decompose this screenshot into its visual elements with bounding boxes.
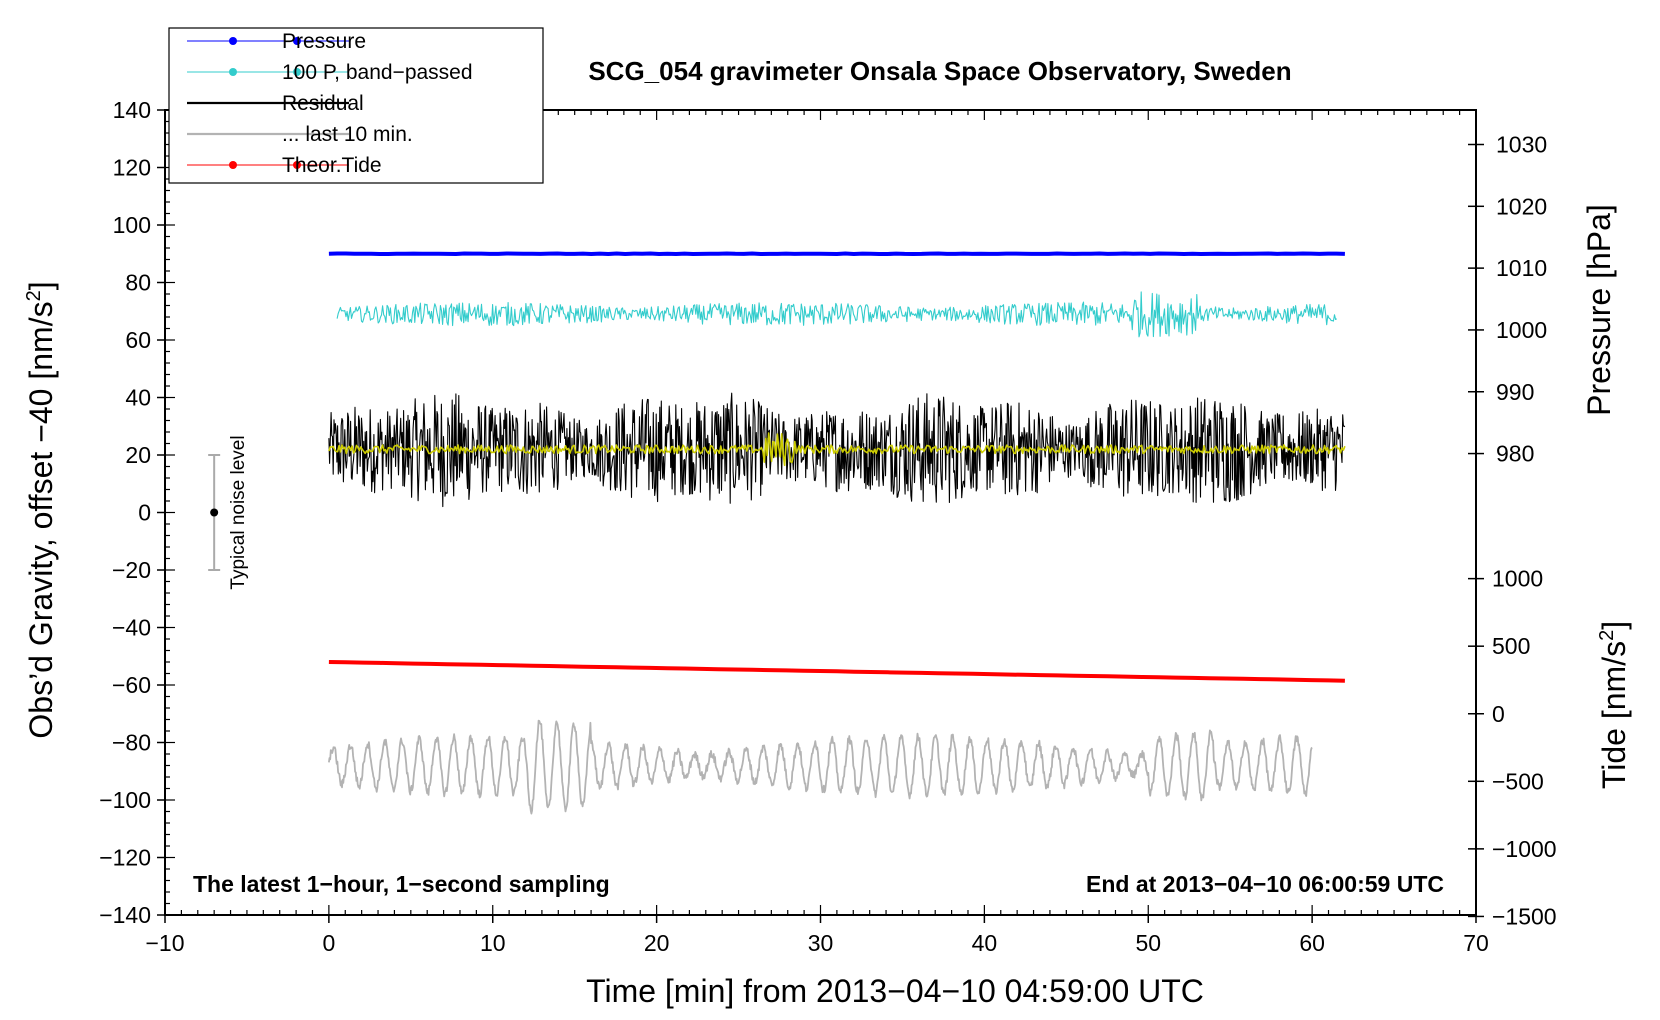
series-pressure-bandpassed [336,291,1338,338]
series-residual [328,392,1346,508]
tide-tick-label: 0 [1492,701,1505,727]
x-tick-label: 70 [1463,930,1489,956]
y-tick-label-left: −100 [99,787,151,813]
legend-marker [229,68,237,76]
legend-marker [229,161,237,169]
y-axis-title-left: Obs’d Gravity, offset −40 [nm/s2] [23,281,59,738]
y-axis-title-left-sup: 2 [23,290,45,301]
chart-title: SCG_054 gravimeter Onsala Space Observat… [588,56,1291,86]
x-tick-label: 30 [808,930,834,956]
tide-tick-label: −1500 [1492,903,1557,929]
y-axis-title-left-main: Obs’d Gravity, offset −40 [nm/s [23,301,59,738]
y-tick-label-left: 20 [125,442,151,468]
y-axis-title-left-end: ] [23,281,59,290]
series-pressure [328,251,1345,256]
pressure-tick-label: 1010 [1496,255,1547,281]
legend-label: Residual [282,92,364,115]
legend-marker [293,68,301,76]
x-tick-label: 50 [1135,930,1161,956]
x-tick-label: 40 [972,930,998,956]
legend-marker [229,37,237,45]
legend-label: Pressure [282,30,366,53]
y-axis-title-tide: Tide [nm/s2] [1596,621,1632,789]
y-axis-title-tide-end: ] [1596,621,1632,630]
y-tick-label-left: 100 [113,212,151,238]
y-tick-label-left: 80 [125,270,151,296]
pressure-tick-label: 980 [1496,441,1534,467]
noise-level-indicator [208,454,221,571]
legend-label: 100 P, band−passed [282,61,473,84]
note-end-time: End at 2013−04−10 06:00:59 UTC [1086,871,1444,897]
pressure-tick-label: 990 [1496,379,1534,405]
y-tick-label-left: −80 [112,730,151,756]
series-last-10-min [328,719,1313,815]
y-axis-title-tide-sup: 2 [1596,630,1618,641]
y-tick-label-left: −140 [99,902,151,928]
x-tick-label: 60 [1299,930,1325,956]
tide-tick-label: −1000 [1492,836,1557,862]
x-tick-label: 10 [480,930,506,956]
tide-tick-label: 1000 [1492,566,1543,592]
note-sampling: The latest 1−hour, 1−second sampling [193,871,610,897]
y-tick-label-left: −40 [112,615,151,641]
y-tick-label-left: −120 [99,845,151,871]
legend-label: Theor.Tide [282,154,382,177]
pressure-tick-label: 1000 [1496,317,1547,343]
y-tick-label-left: 0 [138,500,151,526]
series-residual-smoothed [328,432,1346,467]
y-tick-label-left: 140 [113,97,151,123]
series-theor-tide [328,660,1345,683]
y-tick-label-left: −20 [112,557,151,583]
legend-marker [293,161,301,169]
noise-level-label: Typical noise level [228,435,249,589]
y-axis-title-tide-main: Tide [nm/s [1596,641,1632,789]
legend: Pressure 100 P, band−passed Residual ... la… [168,27,544,184]
tide-tick-label: −500 [1492,768,1544,794]
pressure-tick-label: 1030 [1496,132,1547,158]
axes-layer: −10 0 10 20 30 40 50 60 70140120100806040200−20−… [99,97,1556,956]
legend-box [168,27,544,184]
legend-marker [293,37,301,45]
legend-label: ... last 10 min. [282,123,413,146]
tide-tick-label: 500 [1492,633,1530,659]
x-tick-label: 0 [322,930,335,956]
y-tick-label-left: −60 [112,672,151,698]
pressure-tick-label: 1020 [1496,193,1547,219]
y-tick-label-left: 40 [125,385,151,411]
y-tick-label-left: 120 [113,155,151,181]
x-axis-title: Time [min] from 2013−04−10 04:59:00 UTC [586,973,1204,1009]
y-axis-title-pressure: Pressure [hPa] [1581,204,1617,416]
noise-bar-center [210,508,219,517]
x-tick-label: 20 [644,930,670,956]
plot-frame [164,109,1477,916]
series-layer [328,251,1346,815]
y-tick-label-left: 60 [125,327,151,353]
x-tick-label: −10 [145,930,184,956]
